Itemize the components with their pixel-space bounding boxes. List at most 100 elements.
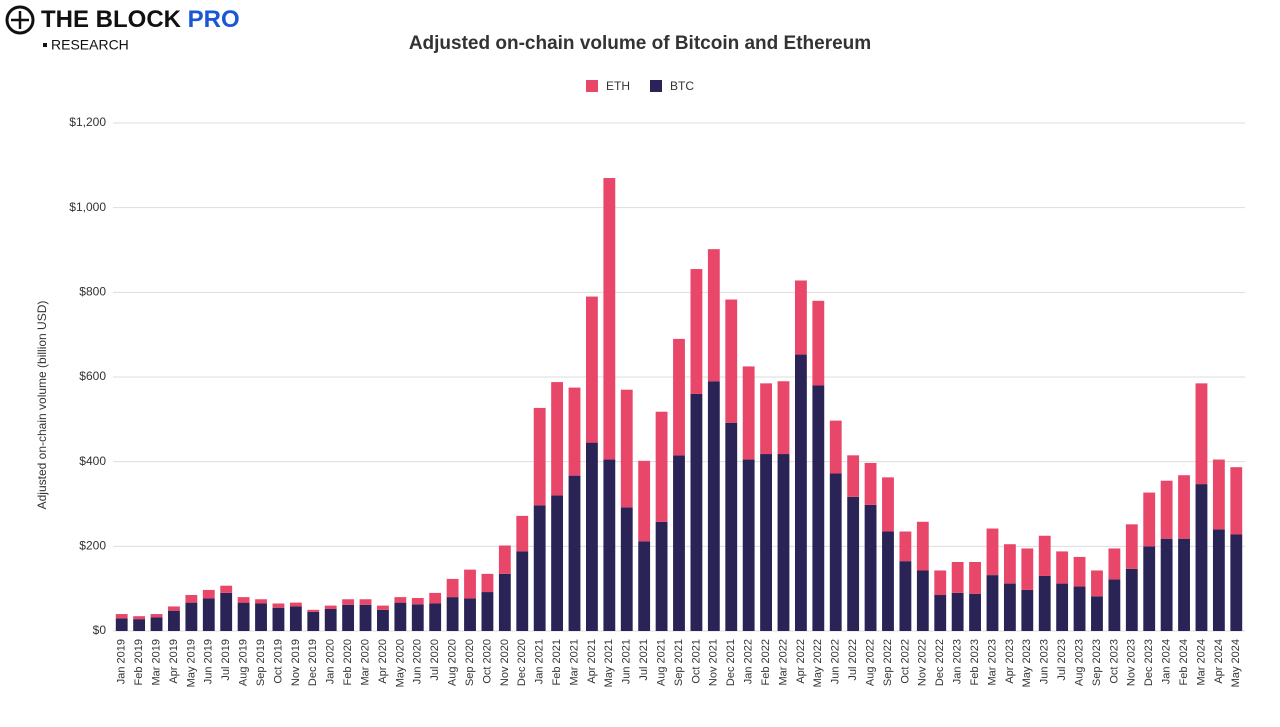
bar-segment [255,599,267,604]
bar-segment [1230,467,1243,535]
bar-segment [794,354,807,631]
y-tick-label: $1,200 [69,115,106,129]
bar-segment [411,597,424,605]
bar-segment [446,578,459,598]
x-tick-label: Mar 2019 [150,639,162,685]
bar-segment [1195,484,1208,631]
bar-segment [394,597,407,603]
bar-segment [1212,529,1225,631]
bar-segment [429,592,442,604]
bar-segment [603,178,616,460]
bar-segment [446,597,459,631]
bar-segment [1091,570,1103,597]
legend-label: ETH [606,79,630,93]
x-tick-label: Apr 2022 [795,639,807,684]
bar-segment [272,607,285,631]
bar-segment [133,616,146,620]
bar-segment [725,422,738,631]
x-tick-label: Feb 2023 [969,639,981,685]
bar-segment [516,551,529,631]
brand-suffix: PRO [188,6,240,33]
bar-segment [237,602,250,631]
bar-segment [115,618,128,631]
x-tick-label: Jan 2023 [952,639,964,684]
bar-segment [1178,538,1190,631]
bar-segment [986,575,999,631]
x-tick-label: Jan 2019 [116,639,128,684]
x-tick-label: Dec 2019 [307,639,319,686]
bar-segment [168,610,180,631]
x-tick-label: Feb 2022 [760,639,772,685]
x-tick-label: Aug 2019 [238,639,250,686]
x-tick-label: Nov 2023 [1126,639,1138,686]
bar-segment [951,561,964,593]
x-tick-label: Jul 2021 [638,639,650,681]
bar-segment [882,531,894,631]
bar-segment [342,599,355,605]
bar-segment [742,459,755,631]
bar-segment [916,570,929,631]
bar-segment [498,573,511,631]
bar-segment [777,381,790,455]
bar-segment [115,614,128,619]
x-tick-label: Jul 2020 [429,639,441,681]
bar-segment [533,505,546,631]
bar-segment [289,602,302,607]
bar-segment [1003,544,1016,584]
bar-segment [934,570,947,596]
x-tick-label: Jun 2020 [412,639,424,684]
bar-segment [150,614,163,618]
x-tick-label: Dec 2023 [1143,639,1155,686]
x-tick-label: Aug 2020 [447,639,459,686]
bar-segment [1038,575,1051,631]
bar-segment [307,609,320,612]
x-tick-label: May 2020 [394,639,406,687]
bar-segment [411,604,424,631]
x-tick-label: Sep 2022 [882,639,894,686]
bar-segment [220,592,233,631]
bar-segment [307,611,320,631]
logo-icon [11,11,29,29]
bar-segment [324,608,337,631]
bar-segment [429,603,442,631]
brand-name: THE BLOCK [41,6,182,33]
legend-swatch [650,80,662,92]
x-tick-label: Apr 2019 [168,639,180,684]
x-tick-label: Jun 2022 [830,639,842,684]
bar-segment [899,561,912,631]
bar-segment [760,454,772,631]
x-tick-label: Jan 2024 [1161,639,1173,684]
bar-segment [359,604,372,631]
x-tick-label: Feb 2020 [342,639,354,685]
brand-sub: RESEARCH [51,37,129,53]
bar-segment [1091,596,1103,631]
x-tick-label: Nov 2020 [499,639,511,686]
bar-segment [586,296,598,443]
bar-segment [1021,548,1034,590]
bar-segment [916,521,929,571]
bar-segment [1230,534,1243,631]
x-tick-label: Oct 2019 [272,639,284,684]
bar-segment [864,504,877,631]
y-tick-label: $600 [79,369,106,383]
bar-segment [655,521,668,631]
bar-segment [638,460,651,542]
x-tick-label: Sep 2021 [673,639,685,686]
bar-segment [620,507,633,631]
bar-segment [1108,579,1121,631]
bar-segment [359,599,372,605]
bar-segment [568,387,581,476]
bar-segment [168,606,180,611]
x-tick-label: Nov 2019 [290,639,302,686]
bar-segment [986,528,999,576]
x-tick-label: Apr 2023 [1004,639,1016,684]
bar-segment [202,589,215,599]
bar-segment [498,545,511,574]
bar-segment [847,496,860,631]
bar-segment [133,619,146,631]
y-tick-label: $1,000 [69,200,106,214]
x-tick-label: Sep 2023 [1091,639,1103,686]
x-tick-label: Oct 2021 [690,639,702,684]
x-tick-label: Apr 2021 [586,639,598,684]
